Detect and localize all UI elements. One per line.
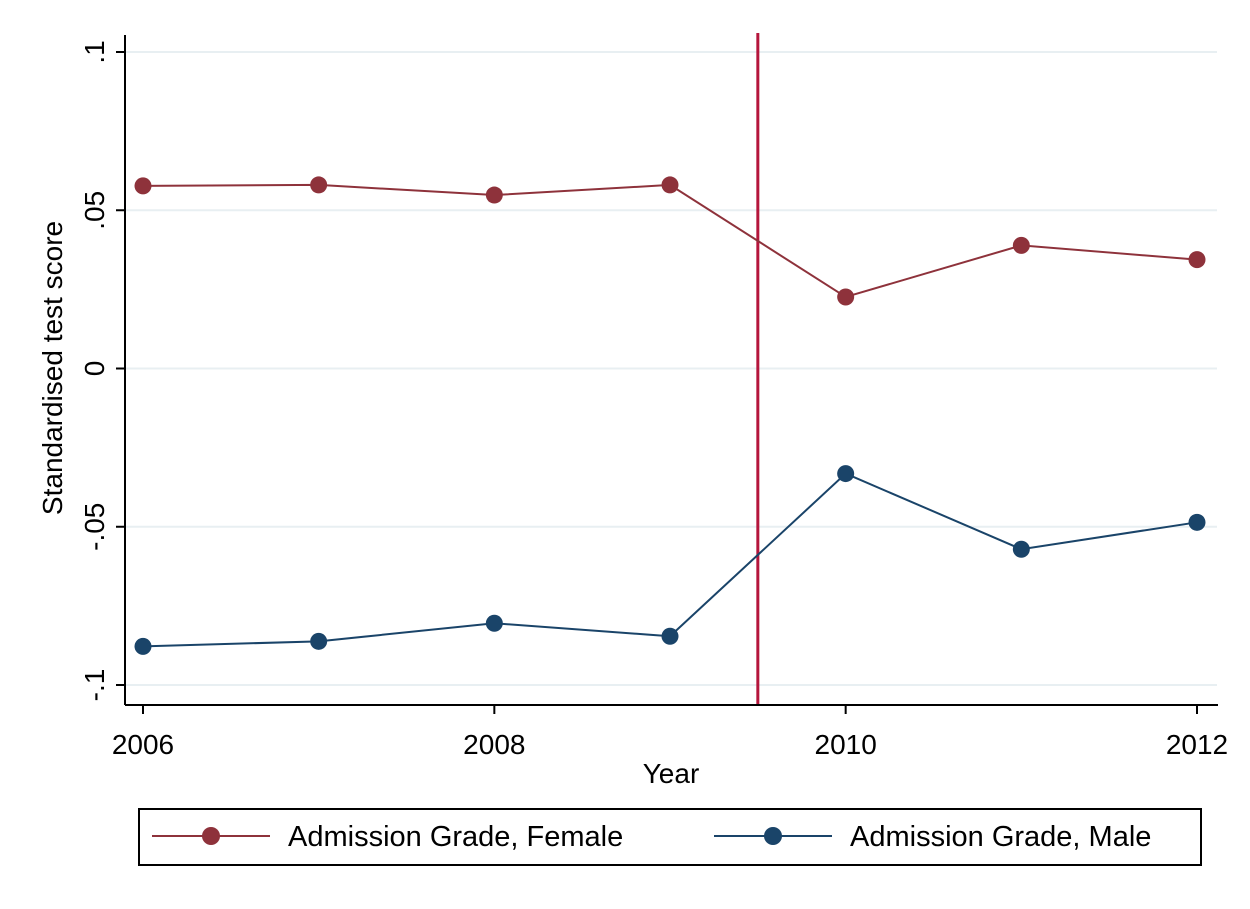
y-tick-label: -.05: [79, 503, 110, 551]
legend-box: [138, 808, 1202, 866]
legend-label-female: Admission Grade, Female: [288, 821, 623, 853]
axes: [116, 35, 1218, 714]
legend-marker-female: [202, 827, 220, 845]
legend: Admission Grade, Female Admission Grade,…: [138, 808, 1202, 866]
y-tick-label: 0: [79, 361, 110, 377]
y-tick-label: -.1: [79, 669, 110, 702]
legend-label-male: Admission Grade, Male: [850, 821, 1151, 853]
tick-labels: -.1 -.05 0 .05 .1 2006 2008 2010 2012: [79, 40, 1228, 760]
data-point-1: [837, 465, 855, 483]
data-point-1: [1012, 540, 1030, 558]
data-point-0: [1012, 236, 1030, 254]
y-axis-title: Standardised test score: [37, 221, 68, 515]
data-point-0: [661, 176, 679, 194]
legend-marker-male: [764, 827, 782, 845]
x-tick-label: 2008: [463, 729, 525, 760]
data-point-1: [485, 614, 503, 632]
data-point-0: [837, 288, 855, 306]
grid-lines: [126, 51, 1217, 686]
series-layer: [134, 176, 1206, 655]
data-point-1: [134, 637, 152, 655]
data-point-1: [310, 632, 328, 650]
y-tick-label: .1: [79, 40, 110, 63]
x-tick-label: 2012: [1166, 729, 1228, 760]
data-point-0: [1188, 251, 1206, 269]
series-line-0: [142, 183, 1198, 299]
data-point-0: [485, 186, 503, 204]
data-point-1: [661, 627, 679, 645]
data-point-0: [310, 176, 328, 194]
series-line-1: [142, 472, 1198, 648]
data-point-0: [134, 177, 152, 195]
data-point-1: [1188, 513, 1206, 531]
x-tick-label: 2010: [815, 729, 877, 760]
x-tick-label: 2006: [112, 729, 174, 760]
x-axis-title: Year: [643, 758, 700, 789]
y-tick-label: .05: [79, 191, 110, 230]
